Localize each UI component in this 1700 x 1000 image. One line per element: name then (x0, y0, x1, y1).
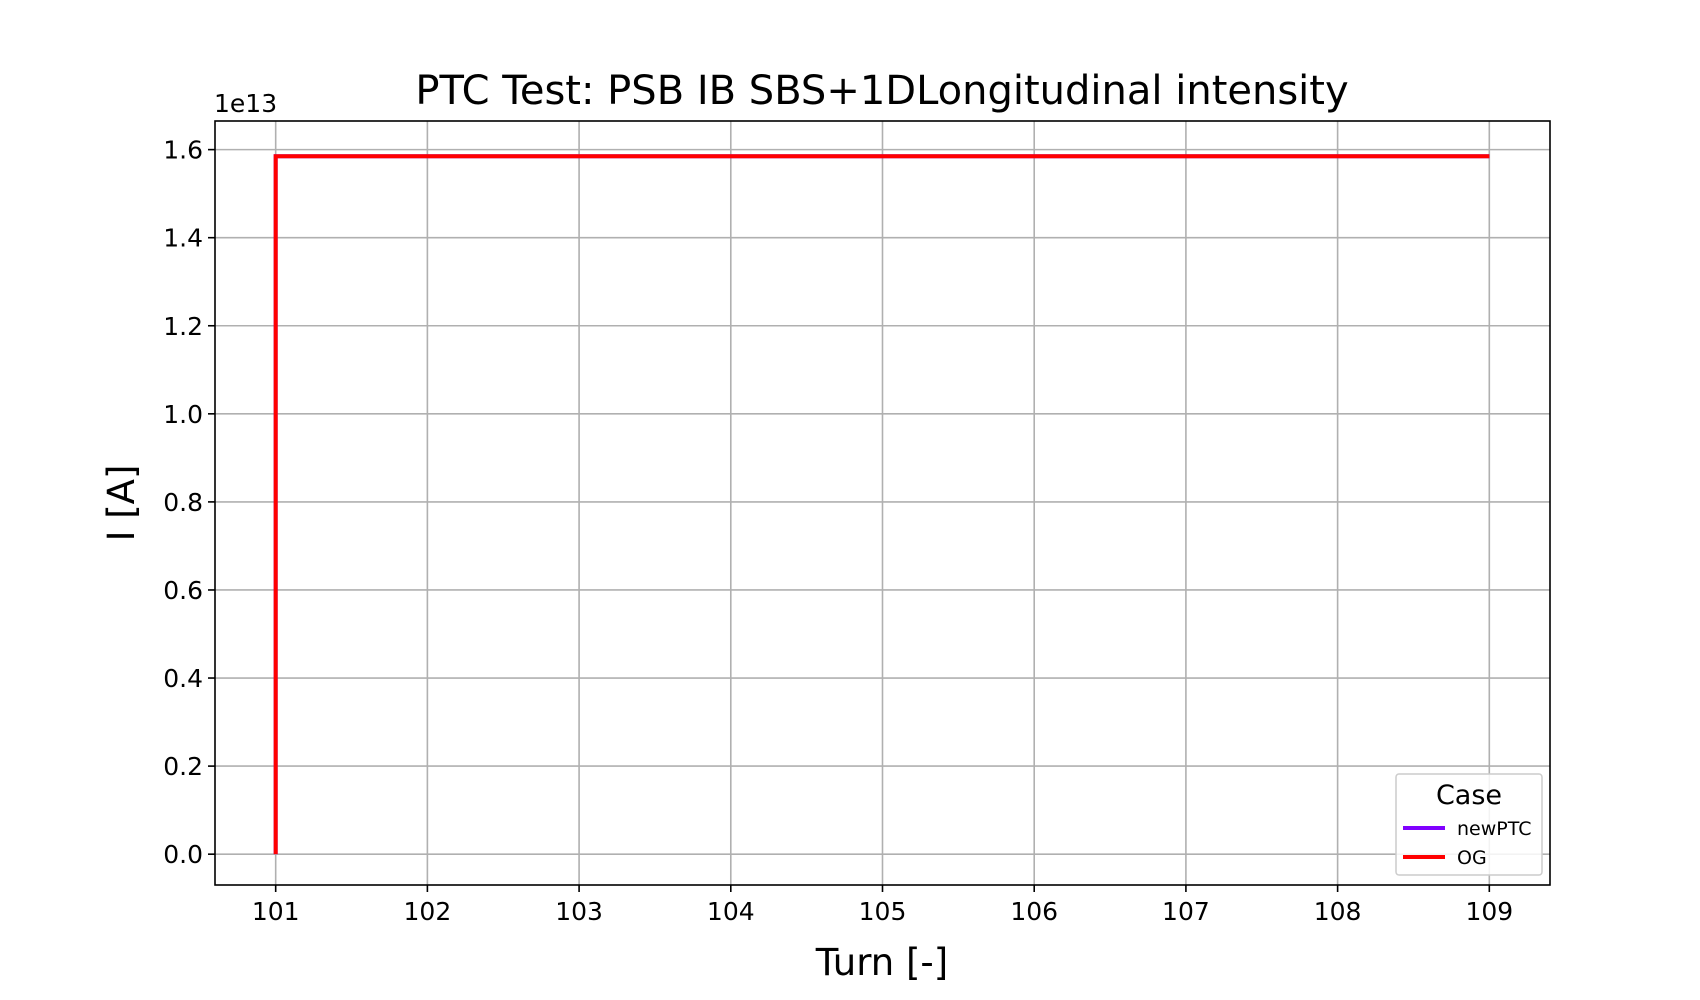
series-line-OG (273, 154, 1490, 855)
chart-title: PTC Test: PSB IB SBS+1DLongitudinal inte… (415, 68, 1348, 114)
y-tick-label: 0.2 (163, 752, 203, 781)
y-tick-label: 0.0 (163, 840, 203, 869)
grid (215, 121, 1550, 885)
x-tick-label: 105 (859, 897, 907, 926)
x-tick-label: 101 (252, 897, 300, 926)
x-tick-label: 104 (707, 897, 755, 926)
series-layer (273, 154, 1490, 855)
legend-box (1395, 773, 1543, 876)
x-tick-label: 109 (1465, 897, 1513, 926)
x-tick-label: 102 (404, 897, 452, 926)
y-tick-label: 1.0 (163, 400, 203, 429)
y-tick-label: 0.6 (163, 576, 203, 605)
legend-title: Case (1436, 780, 1502, 811)
y-tick-label: 0.4 (163, 664, 203, 693)
legend-label-OG: OG (1457, 847, 1487, 869)
y-axis-label: I [A] (100, 465, 143, 542)
x-tick-label: 103 (555, 897, 603, 926)
x-tick-label: 108 (1314, 897, 1362, 926)
y-tick-label: 0.8 (163, 488, 203, 517)
y-tick-label: 1.4 (163, 224, 203, 253)
x-axis: 101 102 103 104 105 106 107 108 109 (252, 885, 1513, 926)
x-tick-label: 107 (1162, 897, 1210, 926)
legend: Case newPTC OG (1395, 773, 1543, 876)
legend-entries: newPTC OG (1403, 818, 1532, 869)
y-tick-label: 1.2 (163, 312, 203, 341)
x-axis-label: Turn [-] (815, 941, 948, 984)
legend-label-newPTC: newPTC (1457, 818, 1532, 840)
x-tick-label: 106 (1010, 897, 1058, 926)
y-offset-label: 1e13 (214, 89, 277, 118)
y-axis: 0.0 0.2 0.4 0.6 0.8 1.0 1.2 1.4 1.6 (163, 136, 215, 869)
y-tick-label: 1.6 (163, 136, 203, 165)
